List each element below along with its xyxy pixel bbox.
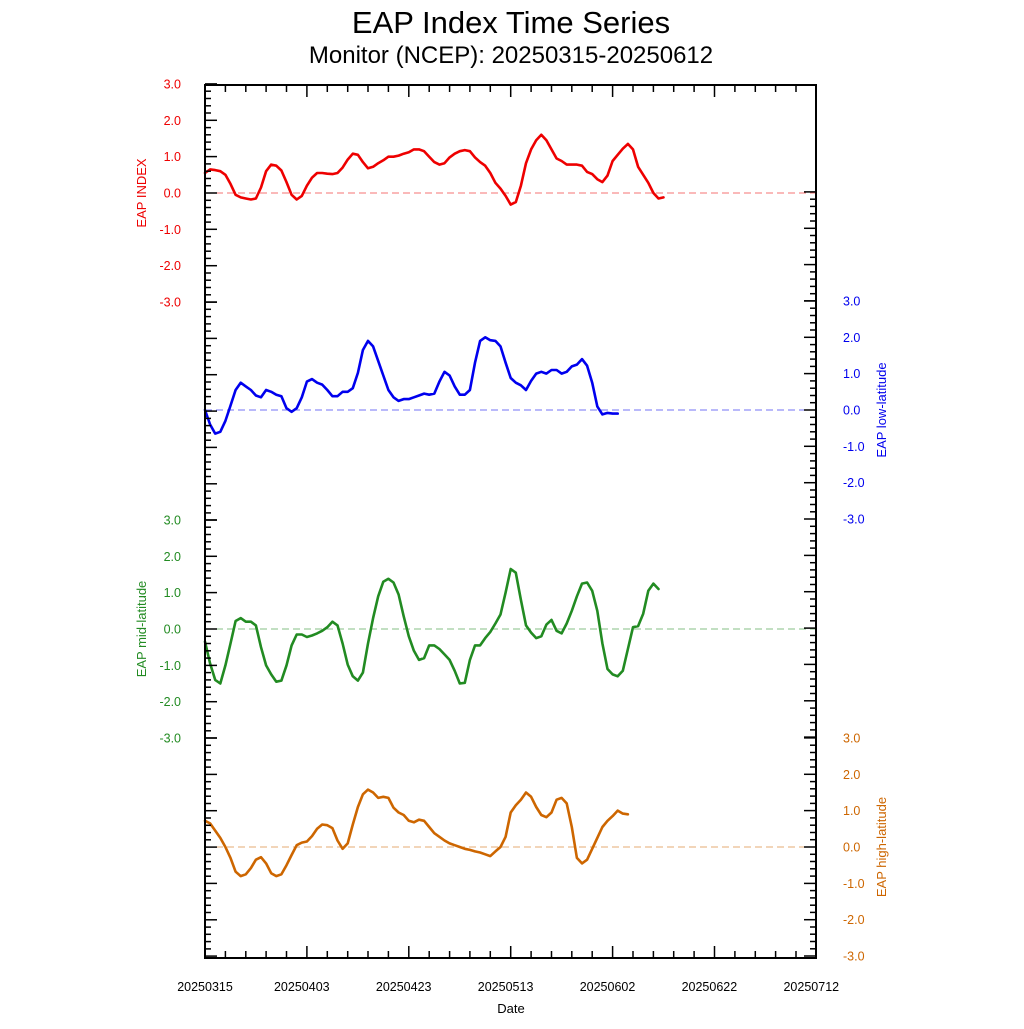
x-axis: 20250315 20250403 20250423 20250513 20250602…: [177, 85, 839, 994]
y-tick-label: -2.0: [843, 476, 865, 490]
y-tick-label: 1.0: [843, 804, 860, 818]
y-tick-label: 0.0: [843, 404, 860, 418]
panels-layer: 3.0 2.0 1.0 0.0 -1.0 -2.0 -3.0 EAP INDEX 3.0 2.0 1…: [134, 77, 889, 963]
y-tick-label: 0.0: [164, 623, 181, 637]
y-tick-label: 2.0: [164, 550, 181, 564]
y-tick-label: -1.0: [843, 877, 865, 891]
x-tick-label: 20250403: [274, 980, 330, 994]
y-tick-label: 1.0: [164, 586, 181, 600]
panel-low: 3.0 2.0 1.0 0.0 -1.0 -2.0 -3.0 EAP low-latitude: [203, 294, 889, 527]
y-tick-label: -3.0: [843, 950, 865, 964]
y-tick-label: -3.0: [159, 296, 181, 310]
x-tick-label: 20250423: [376, 980, 432, 994]
x-tick-label: 20250513: [478, 980, 534, 994]
chart-title: EAP Index Time Series: [352, 5, 670, 40]
y-tick-label: -3.0: [843, 513, 865, 527]
y-tick-label: 3.0: [843, 732, 860, 746]
y-axis-label-mid: EAP mid-latitude: [134, 581, 149, 678]
y-tick-label: 0.0: [843, 841, 860, 855]
y-tick-label: 3.0: [164, 514, 181, 528]
y-axis-label-low: EAP low-latitude: [874, 362, 889, 457]
x-tick-label: 20250602: [580, 980, 636, 994]
y-tick-label: 3.0: [843, 294, 860, 308]
y-tick-label: -1.0: [159, 223, 181, 237]
series-line-index: [203, 133, 665, 206]
y-axis-label-index: EAP INDEX: [134, 158, 149, 227]
y-tick-label: 1.0: [164, 150, 181, 164]
y-tick-label: 2.0: [164, 114, 181, 128]
plot-frame: [204, 84, 817, 959]
y-tick-label: -2.0: [159, 695, 181, 709]
y-tick-label: -1.0: [843, 440, 865, 454]
y-tick-label: -2.0: [843, 913, 865, 927]
x-axis-label: Date: [497, 1001, 524, 1016]
frame-ticks: [205, 191, 816, 957]
series-line-mid: [203, 567, 660, 685]
y-tick-label: -2.0: [159, 259, 181, 273]
y-tick-label: -3.0: [159, 732, 181, 746]
x-tick-label: 20250622: [682, 980, 738, 994]
panel-high: 3.0 2.0 1.0 0.0 -1.0 -2.0 -3.0 EAP high-latitud…: [203, 732, 889, 964]
y-tick-label: 3.0: [164, 77, 181, 91]
panel-index: 3.0 2.0 1.0 0.0 -1.0 -2.0 -3.0 EAP INDEX: [134, 77, 816, 310]
y-tick-label: 2.0: [843, 768, 860, 782]
y-tick-label: 2.0: [843, 331, 860, 345]
y-tick-label: 0.0: [164, 187, 181, 201]
panel-mid: 3.0 2.0 1.0 0.0 -1.0 -2.0 -3.0 EAP mid-latitude: [134, 514, 816, 746]
y-tick-label: 1.0: [843, 367, 860, 381]
series-line-low: [203, 335, 620, 435]
series-line-high: [203, 788, 630, 878]
y-axis-label-high: EAP high-latitude: [874, 797, 889, 897]
x-tick-label: 20250712: [783, 980, 839, 994]
y-tick-label: -1.0: [159, 659, 181, 673]
chart-subtitle: Monitor (NCEP): 20250315-20250612: [309, 42, 713, 69]
x-tick-label: 20250315: [177, 980, 233, 994]
